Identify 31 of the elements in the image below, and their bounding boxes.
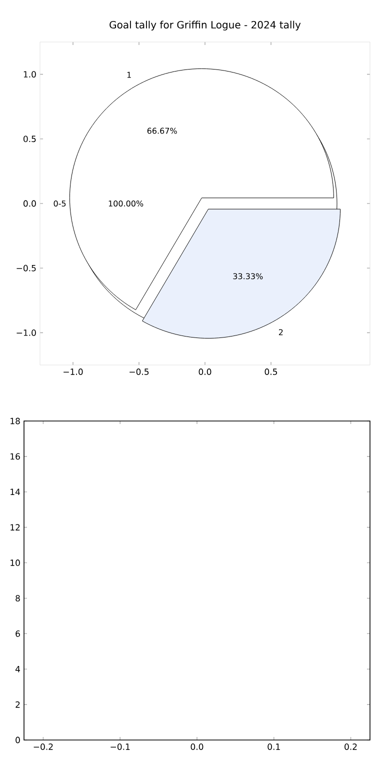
x-tick-label: 0.5 — [264, 368, 277, 375]
x-tick-label: −0.2 — [34, 744, 53, 750]
y-tick-label: −0.5 — [16, 264, 36, 272]
x-tick-label: 0.0 — [198, 368, 212, 375]
y-tick-label: 12 — [10, 524, 20, 530]
x-tick-label: 0.1 — [268, 744, 280, 750]
x-tick-label: −0.5 — [130, 368, 149, 375]
data-label: 33.33% — [233, 273, 263, 280]
x-tick-label: 0.0 — [190, 744, 204, 750]
y-tick-label: 8 — [16, 595, 20, 602]
slice-label: 2 — [278, 329, 283, 336]
data-label: 66.67% — [147, 128, 177, 134]
y-tick-label: 10 — [10, 560, 20, 566]
y-tick-label: 18 — [10, 418, 20, 424]
y-tick-label: 1.0 — [24, 71, 36, 78]
data-label: 100.00% — [108, 200, 144, 207]
y-tick-label: 0 — [16, 736, 20, 744]
y-tick-label: 4 — [15, 666, 20, 672]
y-tick-label: 6 — [16, 630, 20, 637]
x-tick-label: 0.2 — [344, 744, 357, 750]
y-tick-label: 2 — [16, 701, 20, 708]
slice-label: 1 — [127, 72, 131, 78]
y-tick-label: 14 — [10, 488, 20, 495]
x-tick-label: −1.0 — [64, 368, 83, 375]
y-tick-label: 16 — [10, 453, 20, 460]
y-tick-label: −1.0 — [16, 329, 36, 336]
y-tick-label: 0.0 — [24, 200, 36, 207]
y-tick-label: 0.5 — [24, 136, 36, 142]
x-tick-label: −0.1 — [110, 744, 130, 750]
chart-title: Goal tally for Griffin Logue - 2024 tally — [110, 20, 301, 30]
slice-label: 0-5 — [54, 200, 66, 207]
